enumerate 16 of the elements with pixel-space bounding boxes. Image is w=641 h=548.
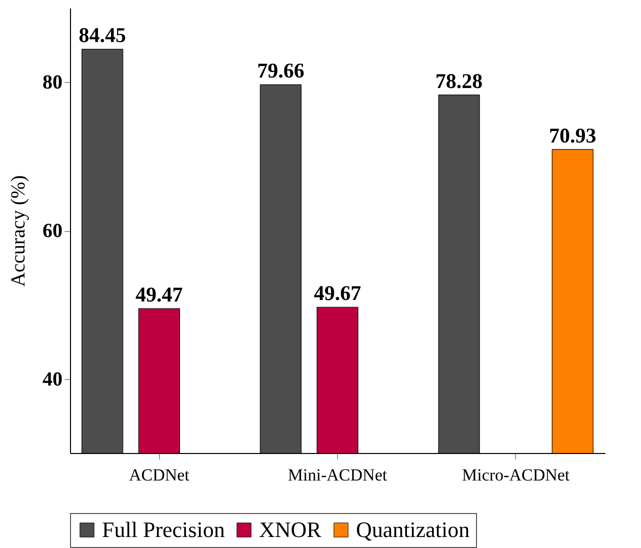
y-axis-title: Accuracy (%) bbox=[8, 175, 30, 287]
legend-label: Full Precision bbox=[102, 517, 225, 542]
x-tick-label: ACDNet bbox=[128, 466, 190, 484]
x-tick-label: Mini-ACDNet bbox=[288, 466, 388, 484]
y-tick-label: 80 bbox=[42, 72, 62, 94]
x-tick-label: Micro-ACDNet bbox=[462, 466, 570, 484]
y-tick-label: 60 bbox=[42, 220, 62, 242]
data-label: 78.28 bbox=[435, 68, 483, 93]
data-label: 79.66 bbox=[257, 58, 304, 83]
data-label: 70.93 bbox=[549, 123, 596, 148]
legend-label: Quantization bbox=[356, 517, 470, 542]
y-tick-label: 40 bbox=[42, 368, 62, 390]
legend-label: XNOR bbox=[259, 517, 322, 542]
data-label: 49.67 bbox=[314, 281, 362, 306]
data-label: 49.47 bbox=[136, 282, 183, 307]
data-label: 84.45 bbox=[78, 23, 126, 48]
